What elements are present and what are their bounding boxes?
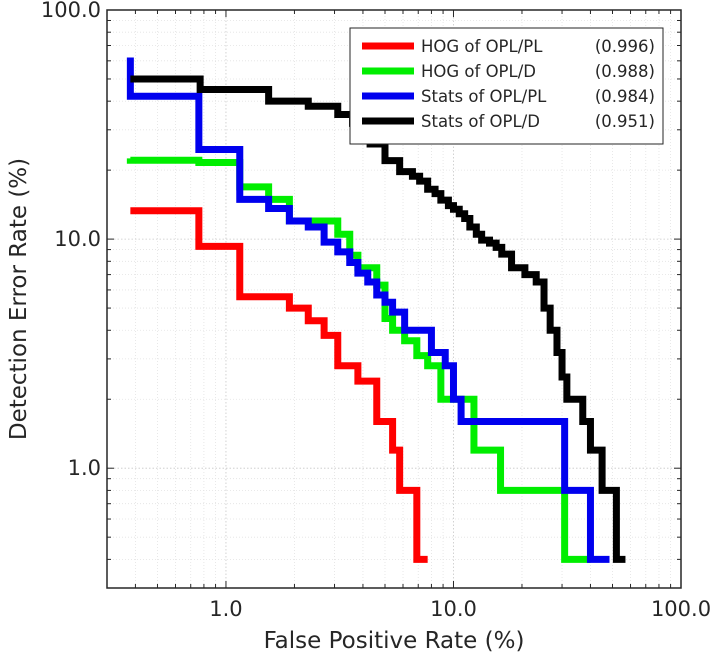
legend-score-3: (0.984) xyxy=(595,87,655,106)
x-tick-label: 1.0 xyxy=(209,597,242,621)
y-tick-label: 100.0 xyxy=(41,0,101,22)
x-tick-label: 100.0 xyxy=(651,597,711,621)
series-line-3 xyxy=(126,57,610,563)
x-tick-label: 10.0 xyxy=(430,597,477,621)
y-axis-label: Detection Error Rate (%) xyxy=(6,158,32,440)
legend-score-1: (0.996) xyxy=(595,37,655,56)
legend-label-1: HOG of OPL/PL xyxy=(421,37,543,56)
legend: HOG of OPL/PL (0.996) HOG of OPL/D (0.988) S… xyxy=(349,27,664,145)
legend-label-4: Stats of OPL/D xyxy=(421,112,540,131)
legend-score-2: (0.988) xyxy=(595,62,655,81)
x-tick-labels: 1.0 10.0 100.0 xyxy=(209,597,711,621)
tick-marks xyxy=(106,9,682,589)
legend-score-4: (0.951) xyxy=(595,112,655,131)
series-line-1 xyxy=(130,207,428,563)
y-tick-labels: 1.0 10.0 100.0 xyxy=(41,0,101,480)
legend-label-2: HOG of OPL/D xyxy=(421,62,536,81)
plot-frame xyxy=(106,9,682,589)
y-tick-label: 10.0 xyxy=(54,227,101,251)
series-line-2 xyxy=(126,156,591,563)
legend-label-3: Stats of OPL/PL xyxy=(421,87,547,106)
y-tick-label: 1.0 xyxy=(68,456,101,480)
x-axis-label: False Positive Rate (%) xyxy=(264,628,525,654)
